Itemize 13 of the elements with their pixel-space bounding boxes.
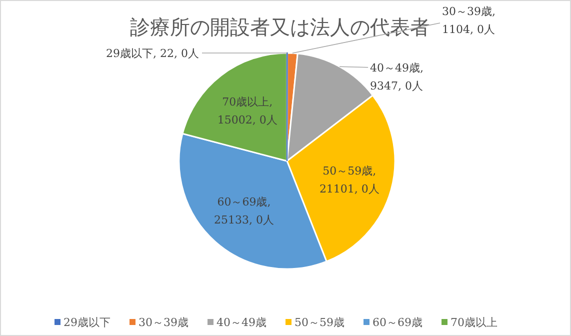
legend-label: 60～69歳 [372, 316, 422, 329]
legend-label: 70歳以上 [450, 316, 498, 329]
data-label: 40～49歳, 9347, 0人 [370, 61, 424, 92]
legend-label: 40～49歳 [216, 316, 266, 329]
legend-label: 29歳以下 [64, 316, 110, 329]
legend-label: 50～59歳 [294, 316, 344, 329]
data-label: 50～59歳, 21101, 0人 [319, 164, 380, 196]
legend-label: 30～39歳 [138, 316, 188, 329]
data-label: 70歳以上, 15002, 0人 [217, 96, 278, 127]
data-label: 29歳以下, 22, 0人 [106, 47, 199, 60]
text: 診療所の開設者又は法人の代表者 [130, 15, 430, 39]
data-label: 30～39歳, 1104, 0人 [442, 5, 496, 36]
data-label: 60～69歳, 25133, 0人 [214, 195, 274, 226]
